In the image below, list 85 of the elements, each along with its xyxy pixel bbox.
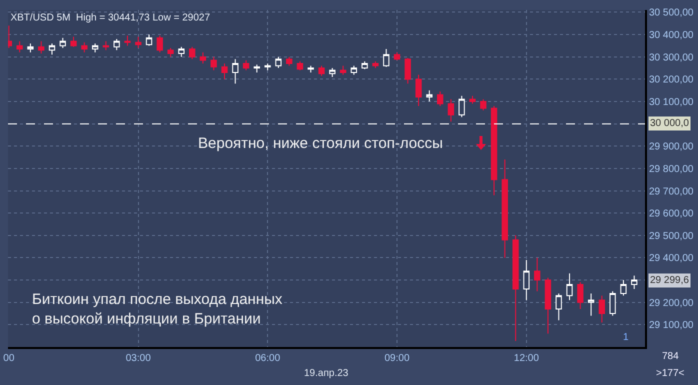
candlestick (308, 65, 314, 73)
candlestick (114, 38, 120, 51)
candlestick (523, 259, 530, 301)
candlestick (135, 36, 142, 48)
candlestick (189, 46, 196, 60)
candlestick (480, 98, 486, 111)
candlestick (38, 40, 44, 54)
candlestick (264, 63, 271, 71)
y-tick-label: 30 300,00 (649, 52, 694, 64)
candlestick (254, 64, 260, 73)
y-tick-label: 29 500,00 (649, 230, 694, 242)
chart-title: XBT/USD 5M High = 30441,73 Low = 29027 (10, 12, 210, 24)
annotation: Биткоин упал после выхода данных о высокой инфляции в Британии (32, 291, 283, 328)
candlestick (340, 65, 346, 76)
candlestick (362, 60, 368, 70)
candlestick (318, 65, 325, 76)
candlestick (426, 90, 432, 102)
candlestick (598, 295, 606, 323)
candlestick (631, 275, 638, 290)
candlestick (566, 272, 573, 301)
candlestick (372, 60, 379, 69)
candlestick (502, 159, 508, 258)
y-tick-label: 29 100,00 (649, 320, 694, 332)
candlestick (350, 65, 358, 76)
candlestick (81, 42, 88, 53)
candlestick (200, 52, 206, 64)
candlestick (415, 74, 422, 106)
candlestick (286, 56, 292, 66)
candlestick (221, 63, 228, 80)
candlestick (92, 42, 98, 53)
y-tick-label: 30 100,00 (649, 97, 694, 108)
candlestick (16, 40, 23, 53)
y-tick-label: 30 200,00 (649, 74, 694, 86)
candlestick (48, 42, 56, 56)
y-tick-label: 29 200,00 (649, 298, 694, 309)
candlestick (146, 34, 152, 46)
candlestick (232, 58, 238, 84)
candlestick (383, 48, 390, 68)
candlestick (275, 56, 282, 69)
candlestick (242, 60, 250, 71)
candlestick (490, 105, 498, 196)
annotation: Вероятно, ниже стояли стоп-лоссы (198, 135, 443, 152)
candlestick (329, 68, 336, 78)
y-tick-label: 29 400,00 (649, 253, 694, 264)
candlestick (70, 36, 77, 48)
candlestick (156, 35, 163, 53)
text: 784 (662, 351, 680, 362)
x-tick-label: 09:00 (384, 353, 410, 364)
x-tick-label: 12:00 (514, 353, 540, 364)
candlestick (178, 46, 185, 58)
candlestick (448, 98, 454, 122)
annotation: 1 (623, 332, 629, 343)
candlestick (458, 95, 465, 118)
candlestick (167, 47, 174, 58)
candlestick (102, 40, 110, 51)
candlestick (394, 52, 400, 61)
candlestick (296, 60, 304, 71)
candlestick (534, 257, 540, 292)
candlestick (210, 56, 217, 71)
candlestick (610, 290, 616, 316)
candlestick (577, 282, 584, 310)
candlestick (556, 292, 562, 321)
x-tick-label: 06:00 (255, 353, 281, 364)
text: 19.апр.23 (304, 368, 349, 379)
text: 29 299,6 (650, 275, 690, 286)
y-tick-label: 30 500,00 (649, 8, 694, 19)
x-tick-label: 00 (3, 353, 15, 364)
candlestick (60, 37, 66, 48)
candlestick (437, 90, 444, 106)
candlestick (469, 95, 476, 104)
candlestick (620, 280, 627, 296)
y-tick-label: 29 900,00 (649, 142, 694, 153)
y-tick-label: 29 600,00 (649, 208, 694, 220)
candlestick (588, 292, 594, 316)
candlestick (124, 35, 131, 46)
ref-line-label: 30 000,0 (650, 118, 690, 129)
candlestick (404, 57, 411, 84)
x-tick-label: 03:00 (126, 353, 152, 364)
y-tick-label: 29 700,00 (649, 186, 694, 198)
candlestick (27, 42, 34, 53)
y-tick-label: 29 800,00 (649, 164, 694, 175)
text: >177< (656, 368, 685, 379)
candlestick (544, 277, 552, 334)
candlestick (512, 234, 519, 342)
y-tick-label: 30 400,00 (649, 30, 694, 42)
